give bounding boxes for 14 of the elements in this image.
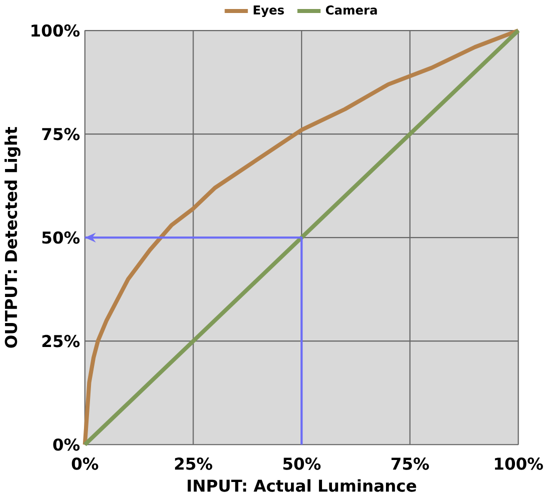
legend-label: Camera [326, 5, 377, 14]
x-axis-title: INPUT: Actual Luminance [188, 479, 416, 492]
legend-label: Eyes [254, 5, 284, 17]
x-tick-label: 25% [175, 457, 212, 470]
y-tick-label: 75% [42, 128, 80, 140]
x-tick-label: 50% [283, 457, 321, 470]
y-tick-label: 50% [42, 231, 80, 244]
y-tick-label: 100% [32, 24, 80, 37]
x-tick-label: 0% [72, 457, 98, 470]
y-tick-label: 25% [42, 334, 80, 348]
y-tick-label: 0% [53, 438, 80, 451]
x-tick-label: 100% [494, 457, 543, 470]
x-tick-label: 75% [392, 457, 429, 470]
y-axis-title: OUTPUT: Detected Light [4, 126, 20, 348]
